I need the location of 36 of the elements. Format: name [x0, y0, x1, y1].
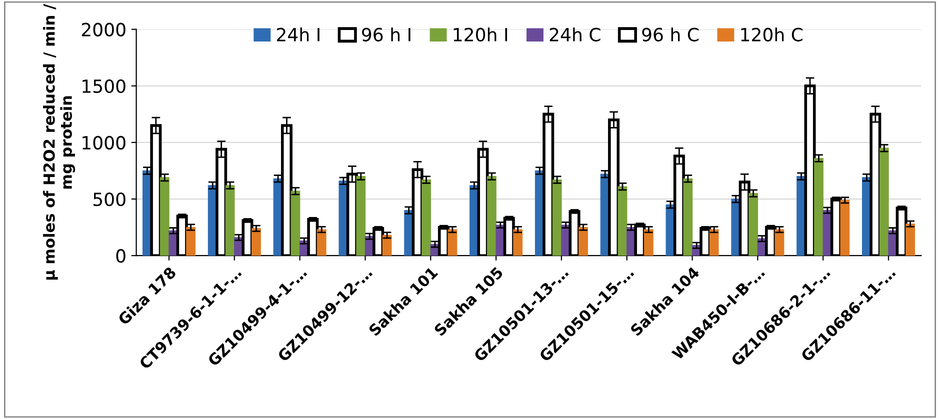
bar [774, 229, 784, 256]
bar [906, 224, 916, 256]
bar [486, 176, 496, 256]
y-tick-label: 0 [116, 249, 126, 263]
bar [814, 158, 824, 256]
legend-label: 120h I [454, 27, 508, 42]
y-tick-label: 1000 [82, 136, 126, 150]
y-tick-label: 500 [94, 192, 126, 206]
y-axis-title: µ moles of H2O2 reduced / min / mg protein [43, 4, 76, 280]
bar [186, 226, 196, 256]
bar [225, 185, 235, 256]
bar [252, 228, 261, 256]
bar [290, 190, 300, 256]
bar [709, 229, 719, 256]
bar [552, 179, 562, 256]
bar [513, 229, 523, 256]
bar [879, 148, 889, 256]
bar [683, 178, 693, 256]
bar [316, 229, 326, 256]
bar [748, 193, 758, 256]
legend-label: 24h C [550, 27, 600, 42]
bar [356, 176, 366, 256]
bar [422, 179, 431, 256]
legend-label: 24h I [277, 27, 320, 42]
legend-label: 96 h I [362, 27, 410, 42]
bar [578, 226, 588, 256]
bar [840, 200, 850, 256]
legend-label: 120h C [741, 27, 803, 42]
bar [448, 229, 458, 256]
bar [160, 177, 170, 256]
bar [382, 234, 392, 256]
bar [618, 186, 628, 256]
legend-label: 96 h C [642, 27, 699, 42]
bar [644, 229, 654, 256]
y-tick-label: 1500 [82, 79, 126, 94]
y-tick-label: 2000 [82, 22, 126, 36]
